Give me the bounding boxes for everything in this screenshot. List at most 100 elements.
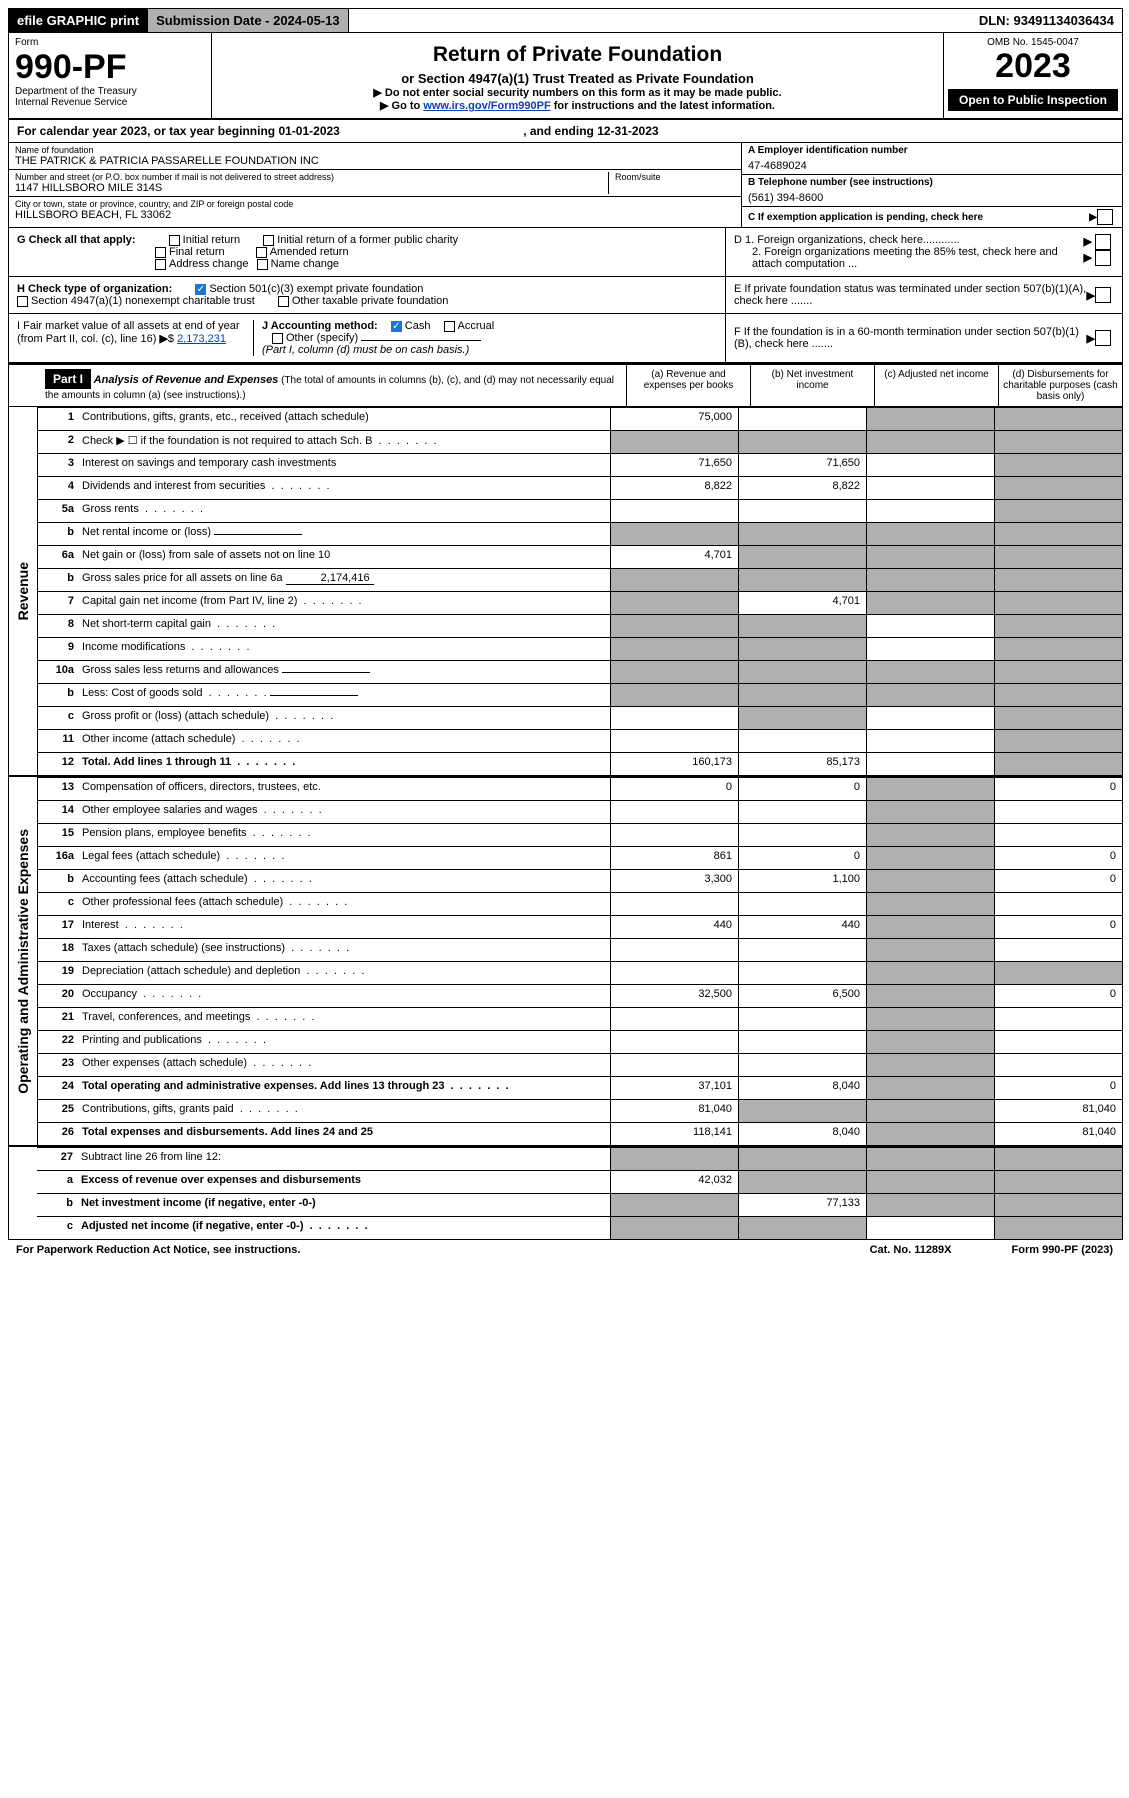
- row-number: 18: [38, 939, 78, 961]
- row-description: Excess of revenue over expenses and disb…: [77, 1171, 610, 1193]
- d2-checkbox[interactable]: [1095, 250, 1111, 266]
- amount-cell: [610, 1008, 738, 1030]
- form-footer: For Paperwork Reduction Act Notice, see …: [8, 1240, 1121, 1260]
- irs-link[interactable]: www.irs.gov/Form990PF: [423, 100, 550, 112]
- table-row: bLess: Cost of goods sold . . . . . . .: [38, 683, 1122, 706]
- amount-cell: [738, 546, 866, 568]
- g-initial-former-checkbox[interactable]: [263, 235, 274, 246]
- j-other-checkbox[interactable]: [272, 333, 283, 344]
- h-501c3-checkbox[interactable]: [195, 284, 206, 295]
- entity-info: Name of foundation THE PATRICK & PATRICI…: [9, 143, 1122, 228]
- check-h-row: H Check type of organization: Section 50…: [9, 277, 1122, 314]
- amount-cell: [610, 824, 738, 846]
- row-number: b: [37, 1194, 77, 1216]
- row-number: c: [37, 1217, 77, 1239]
- name-block: Name of foundation THE PATRICK & PATRICI…: [9, 143, 741, 170]
- amount-cell: [866, 615, 994, 637]
- amount-cell: [994, 730, 1122, 752]
- e-label: E If private foundation status was termi…: [734, 283, 1087, 307]
- e-checkbox[interactable]: [1095, 287, 1111, 303]
- d2-label: 2. Foreign organizations meeting the 85%…: [734, 246, 1074, 270]
- table-row: aExcess of revenue over expenses and dis…: [37, 1170, 1122, 1193]
- amount-cell: 440: [610, 916, 738, 938]
- amount-cell: 71,650: [738, 454, 866, 476]
- row-number: b: [38, 684, 78, 706]
- amount-cell: [610, 569, 738, 591]
- check-ij-row: I Fair market value of all assets at end…: [9, 314, 1122, 363]
- g-address-checkbox[interactable]: [155, 259, 166, 270]
- col-c-header: (c) Adjusted net income: [874, 365, 998, 406]
- h-4947-checkbox[interactable]: [17, 296, 28, 307]
- amount-cell: 37,101: [610, 1077, 738, 1099]
- table-row: 13Compensation of officers, directors, t…: [38, 777, 1122, 800]
- amount-cell: [738, 1031, 866, 1053]
- table-row: 1Contributions, gifts, grants, etc., rec…: [38, 407, 1122, 430]
- h-label: H Check type of organization:: [17, 283, 172, 295]
- table-row: 16aLegal fees (attach schedule) . . . . …: [38, 846, 1122, 869]
- amount-cell: [866, 824, 994, 846]
- amount-cell: [866, 985, 994, 1007]
- amount-cell: [610, 939, 738, 961]
- amount-cell: [866, 1008, 994, 1030]
- row-description: Less: Cost of goods sold . . . . . . .: [78, 684, 610, 706]
- amount-cell: [866, 408, 994, 430]
- irs-label: Internal Revenue Service: [15, 97, 205, 108]
- row-number: 13: [38, 778, 78, 800]
- h-opt-4947: Section 4947(a)(1) nonexempt charitable …: [31, 295, 255, 307]
- amount-cell: 75,000: [610, 408, 738, 430]
- row-description: Interest on savings and temporary cash i…: [78, 454, 610, 476]
- g-initial-checkbox[interactable]: [169, 235, 180, 246]
- amount-cell: [994, 569, 1122, 591]
- g-final-checkbox[interactable]: [155, 247, 166, 258]
- exemption-checkbox[interactable]: [1097, 209, 1113, 225]
- amount-cell: 4,701: [738, 592, 866, 614]
- efile-print-button[interactable]: efile GRAPHIC print: [9, 9, 148, 32]
- amount-cell: [866, 523, 994, 545]
- h-other-checkbox[interactable]: [278, 296, 289, 307]
- arrow-icon: ▶: [1083, 236, 1091, 248]
- row-number: c: [38, 707, 78, 729]
- submission-date: Submission Date - 2024-05-13: [148, 9, 349, 32]
- check-g-row: G Check all that apply: Initial return I…: [9, 228, 1122, 277]
- g-amended-checkbox[interactable]: [256, 247, 267, 258]
- foundation-address: 1147 HILLSBORO MILE 314S: [15, 182, 608, 194]
- fmv-link[interactable]: 2,173,231: [177, 333, 226, 345]
- amount-cell: [994, 939, 1122, 961]
- expenses-section: Operating and Administrative Expenses 13…: [9, 775, 1122, 1145]
- amount-cell: [610, 801, 738, 823]
- row-number: 19: [38, 962, 78, 984]
- tax-year: 2023: [948, 48, 1118, 85]
- amount-cell: [866, 1100, 994, 1122]
- foundation-city: HILLSBORO BEACH, FL 33062: [15, 209, 735, 221]
- g-opt-initial: Initial return: [183, 234, 240, 246]
- table-row: 6aNet gain or (loss) from sale of assets…: [38, 545, 1122, 568]
- row-number: 20: [38, 985, 78, 1007]
- g-opt-address: Address change: [169, 258, 249, 270]
- amount-cell: [866, 1123, 994, 1145]
- table-row: 18Taxes (attach schedule) (see instructi…: [38, 938, 1122, 961]
- amount-cell: 85,173: [738, 753, 866, 775]
- d1-checkbox[interactable]: [1095, 234, 1111, 250]
- amount-cell: [738, 1008, 866, 1030]
- form-subtitle: or Section 4947(a)(1) Trust Treated as P…: [218, 71, 937, 86]
- g-name-checkbox[interactable]: [257, 259, 268, 270]
- note2-post: for instructions and the latest informat…: [551, 100, 775, 112]
- arrow-icon: ▶: [159, 333, 167, 345]
- form-container: efile GRAPHIC print Submission Date - 20…: [8, 8, 1123, 1240]
- part1-header-row: Part I Analysis of Revenue and Expenses …: [9, 363, 1122, 407]
- f-checkbox[interactable]: [1095, 330, 1111, 346]
- table-row: 15Pension plans, employee benefits . . .…: [38, 823, 1122, 846]
- j-accrual-checkbox[interactable]: [444, 321, 455, 332]
- amount-cell: [610, 615, 738, 637]
- amount-cell: 118,141: [610, 1123, 738, 1145]
- revenue-side-label: Revenue: [15, 562, 31, 620]
- arrow-icon: ▶: [1089, 212, 1097, 223]
- table-row: bGross sales price for all assets on lin…: [38, 568, 1122, 591]
- row-number: b: [38, 523, 78, 545]
- row-description: Total expenses and disbursements. Add li…: [78, 1123, 610, 1145]
- row-number: 21: [38, 1008, 78, 1030]
- amount-cell: 0: [994, 1077, 1122, 1099]
- g-opt-final: Final return: [169, 246, 225, 258]
- amount-cell: 6,500: [738, 985, 866, 1007]
- j-cash-checkbox[interactable]: [391, 321, 402, 332]
